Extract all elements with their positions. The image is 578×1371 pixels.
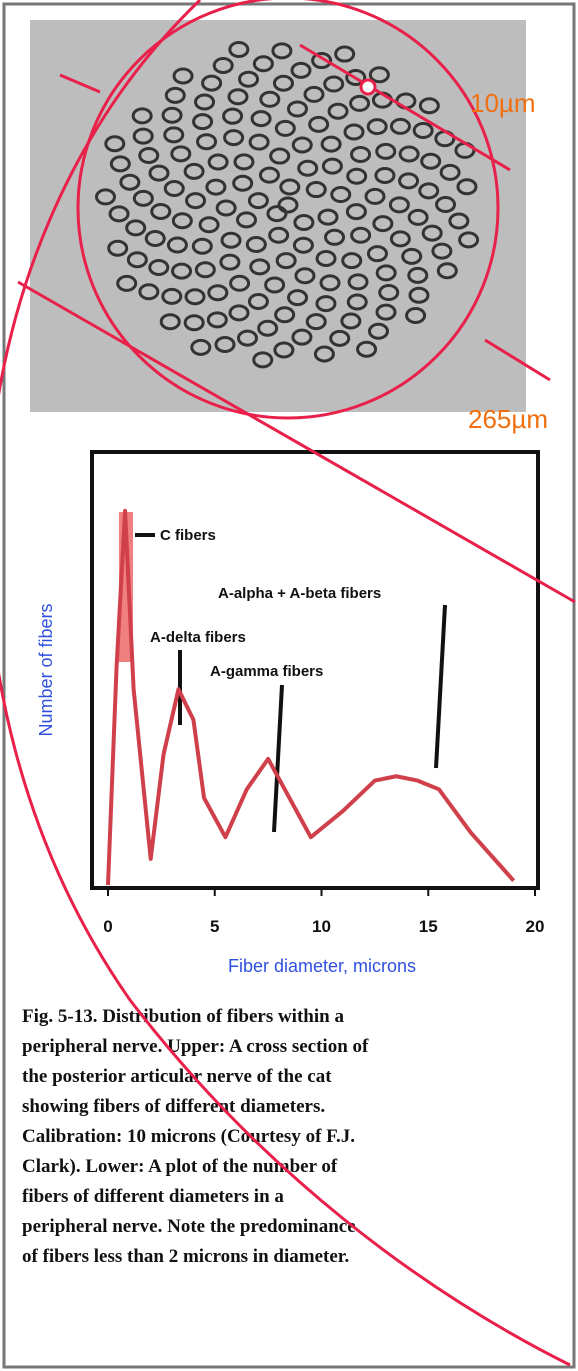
scale-label: 10µm: [470, 88, 536, 118]
annotation: A-gamma fibers: [210, 663, 323, 680]
x-tick-label: 20: [526, 917, 545, 936]
caption-line: of fibers less than 2 microns in diamete…: [22, 1246, 349, 1267]
annotation: C fibers: [160, 527, 216, 544]
caption-line: peripheral nerve. Upper: A cross section…: [22, 1036, 369, 1057]
y-label: Number of fibers: [36, 603, 56, 736]
caption-line: peripheral nerve. Note the predominance: [22, 1216, 356, 1237]
x-tick-label: 15: [419, 917, 438, 936]
scale-dot: [361, 80, 375, 94]
caption-line: Fig. 5-13. Distribution of fibers within…: [22, 1006, 344, 1027]
x-tick-label: 5: [210, 917, 219, 936]
annotation: A-alpha + A-beta fibers: [218, 585, 381, 602]
caption-line: fibers of different diameters in a: [22, 1186, 284, 1207]
x-tick-label: 0: [103, 917, 112, 936]
x-label: Fiber diameter, microns: [228, 956, 416, 976]
page: 10µm 265µm Number of fibers Fiber diamet…: [0, 0, 578, 1371]
caption: Fig. 5-13. Distribution of fibers within…: [22, 1006, 369, 1267]
annotation: A-delta fibers: [150, 629, 246, 646]
x-tick-label: 10: [312, 917, 331, 936]
scale-label: 265µm: [468, 404, 548, 434]
caption-line: Calibration: 10 microns (Courtesy of F.J…: [22, 1126, 355, 1147]
caption-line: showing fibers of different diameters.: [22, 1096, 325, 1117]
caption-line: the posterior articular nerve of the cat: [22, 1066, 332, 1087]
